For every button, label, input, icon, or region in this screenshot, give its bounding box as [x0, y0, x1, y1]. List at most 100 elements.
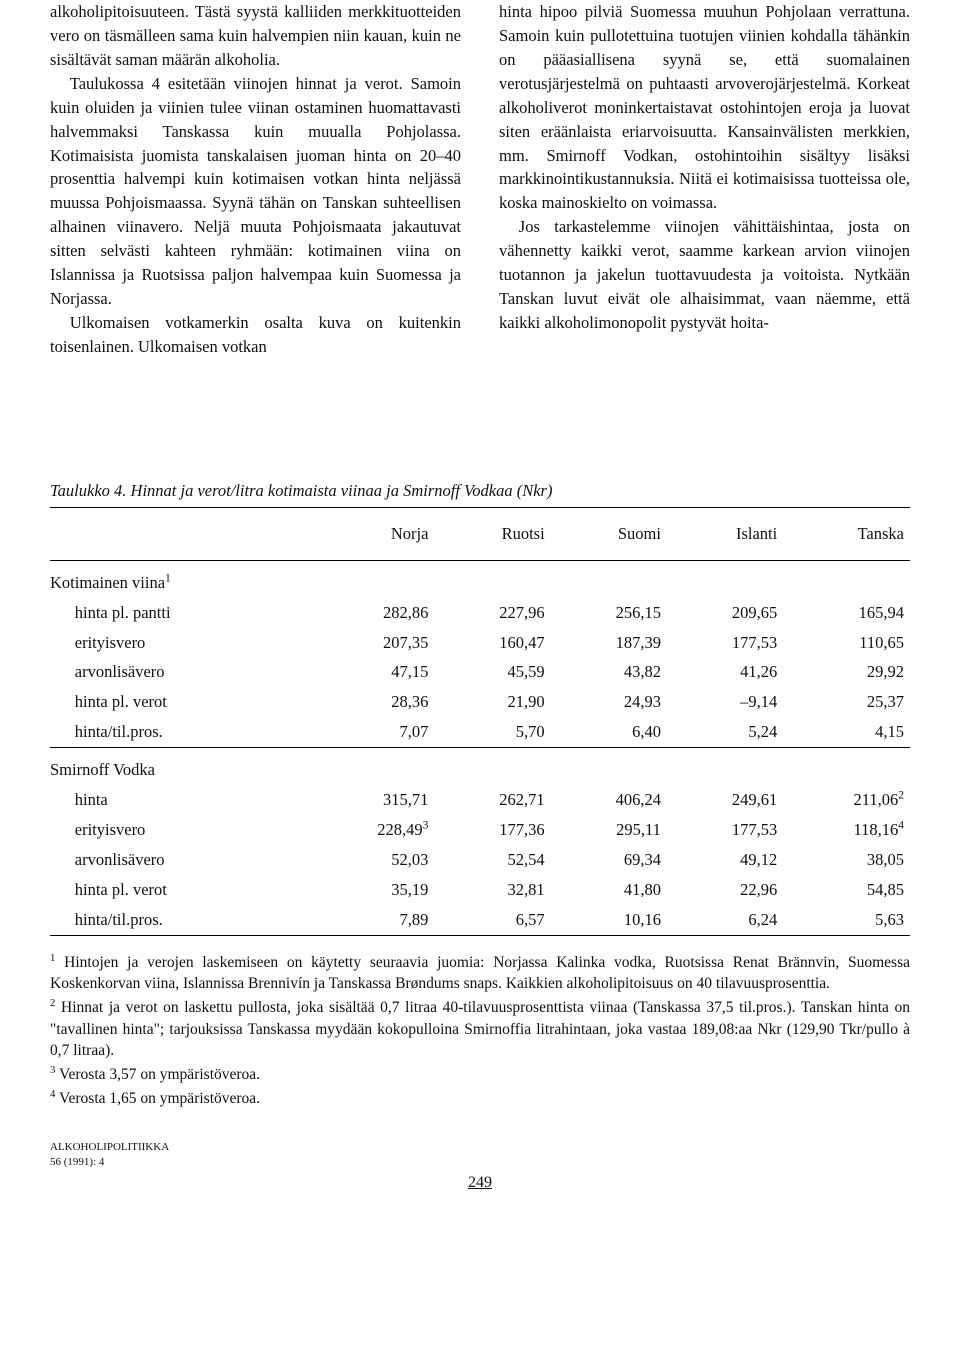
cell: 45,59 — [434, 657, 550, 687]
cell: 28,36 — [306, 687, 434, 717]
journal-name: ALKOHOLIPOLITIIKKA — [50, 1141, 169, 1153]
cell: 7,07 — [306, 717, 434, 747]
cell: 177,53 — [667, 815, 783, 845]
section-label: Kotimainen viina1 — [50, 560, 910, 597]
column-right: hinta hipoo pilviä Suomessa muuhun Pohjo… — [499, 0, 910, 359]
cell: 6,57 — [434, 905, 550, 935]
row-label: erityisvero — [50, 815, 306, 845]
cell: 282,86 — [306, 598, 434, 628]
table-row: hinta pl. verot28,3621,9024,93–9,1425,37 — [50, 687, 910, 717]
cell: 177,36 — [434, 815, 550, 845]
cell: 211,062 — [783, 785, 910, 815]
table-row: hinta/til.pros.7,075,706,405,244,15 — [50, 717, 910, 747]
cell: 227,96 — [434, 598, 550, 628]
table-row: erityisvero228,493177,36295,11177,53118,… — [50, 815, 910, 845]
table-4-block: Taulukko 4. Hinnat ja verot/litra kotima… — [50, 479, 910, 1110]
cell: 187,39 — [551, 628, 667, 658]
journal-issue: 56 (1991): 4 — [50, 1155, 169, 1171]
cell: 49,12 — [667, 845, 783, 875]
cell: 41,80 — [551, 875, 667, 905]
column-left: alkoholipitoisuuteen. Tästä syystä kalli… — [50, 0, 461, 359]
page-number: 249 — [468, 1171, 492, 1194]
cell: 295,11 — [551, 815, 667, 845]
table-caption: Taulukko 4. Hinnat ja verot/litra kotima… — [50, 479, 910, 503]
cell: 43,82 — [551, 657, 667, 687]
cell: 207,35 — [306, 628, 434, 658]
table-row: hinta pl. verot35,1932,8141,8022,9654,85 — [50, 875, 910, 905]
paragraph: Ulkomaisen votkamerkin osalta kuva on ku… — [50, 311, 461, 359]
cell: 41,26 — [667, 657, 783, 687]
two-column-text: alkoholipitoisuuteen. Tästä syystä kalli… — [50, 0, 910, 359]
table-body: Kotimainen viina1hinta pl. pantti282,862… — [50, 560, 910, 935]
col-header: Norja — [306, 507, 434, 560]
cell: 406,24 — [551, 785, 667, 815]
paragraph: Taulukossa 4 esitetään viinojen hinnat j… — [50, 72, 461, 311]
row-label: hinta/til.pros. — [50, 717, 306, 747]
col-header: Suomi — [551, 507, 667, 560]
table-row: erityisvero207,35160,47187,39177,53110,6… — [50, 628, 910, 658]
row-label: arvonlisävero — [50, 845, 306, 875]
cell: 6,40 — [551, 717, 667, 747]
cell: 5,63 — [783, 905, 910, 935]
cell: 21,90 — [434, 687, 550, 717]
cell: 47,15 — [306, 657, 434, 687]
footnote: 3 Verosta 3,57 on ympäristöveroa. — [50, 1064, 910, 1086]
col-header: Ruotsi — [434, 507, 550, 560]
table-row: arvonlisävero52,0352,5469,3449,1238,05 — [50, 845, 910, 875]
footnote: 4 Verosta 1,65 on ympäristöveroa. — [50, 1088, 910, 1110]
cell: 209,65 — [667, 598, 783, 628]
row-label: hinta pl. verot — [50, 687, 306, 717]
cell: 118,164 — [783, 815, 910, 845]
cell: 110,65 — [783, 628, 910, 658]
cell: 52,03 — [306, 845, 434, 875]
table-header-row: Norja Ruotsi Suomi Islanti Tanska — [50, 507, 910, 560]
cell: 5,70 — [434, 717, 550, 747]
cell: 228,493 — [306, 815, 434, 845]
col-header: Islanti — [667, 507, 783, 560]
cell: 69,34 — [551, 845, 667, 875]
table-row: arvonlisävero47,1545,5943,8241,2629,92 — [50, 657, 910, 687]
table-caption-text: Hinnat ja verot/litra kotimaista viinaa … — [126, 481, 552, 500]
paragraph: Jos tarkastelemme viinojen vähittäishint… — [499, 215, 910, 335]
cell: 54,85 — [783, 875, 910, 905]
cell: –9,14 — [667, 687, 783, 717]
cell: 177,53 — [667, 628, 783, 658]
table-row: hinta pl. pantti282,86227,96256,15209,65… — [50, 598, 910, 628]
table-footnotes: 1 Hintojen ja verojen laskemiseen on käy… — [50, 952, 910, 1110]
cell: 38,05 — [783, 845, 910, 875]
row-label: erityisvero — [50, 628, 306, 658]
row-label: hinta pl. verot — [50, 875, 306, 905]
cell: 25,37 — [783, 687, 910, 717]
page-footer: ALKOHOLIPOLITIIKKA 56 (1991): 4 249 — [50, 1140, 910, 1164]
cell: 5,24 — [667, 717, 783, 747]
journal-ref: ALKOHOLIPOLITIIKKA 56 (1991): 4 — [50, 1140, 169, 1172]
footnote: 2 Hinnat ja verot on laskettu pullosta, … — [50, 997, 910, 1062]
table-section-header: Smirnoff Vodka — [50, 748, 910, 785]
cell: 52,54 — [434, 845, 550, 875]
section-label: Smirnoff Vodka — [50, 748, 910, 785]
cell: 7,89 — [306, 905, 434, 935]
cell: 10,16 — [551, 905, 667, 935]
table-row: hinta315,71262,71406,24249,61211,062 — [50, 785, 910, 815]
row-label: hinta — [50, 785, 306, 815]
cell: 29,92 — [783, 657, 910, 687]
cell: 165,94 — [783, 598, 910, 628]
cell: 160,47 — [434, 628, 550, 658]
col-header — [50, 507, 306, 560]
cell: 6,24 — [667, 905, 783, 935]
cell: 35,19 — [306, 875, 434, 905]
cell: 32,81 — [434, 875, 550, 905]
cell: 256,15 — [551, 598, 667, 628]
paragraph: hinta hipoo pilviä Suomessa muuhun Pohjo… — [499, 0, 910, 215]
footnote: 1 Hintojen ja verojen laskemiseen on käy… — [50, 952, 910, 995]
paragraph: alkoholipitoisuuteen. Tästä syystä kalli… — [50, 0, 461, 72]
table-4: Norja Ruotsi Suomi Islanti Tanska Kotima… — [50, 507, 910, 936]
row-label: arvonlisävero — [50, 657, 306, 687]
cell: 315,71 — [306, 785, 434, 815]
cell: 4,15 — [783, 717, 910, 747]
cell: 24,93 — [551, 687, 667, 717]
table-number: Taulukko 4. — [50, 481, 126, 500]
cell: 262,71 — [434, 785, 550, 815]
cell: 22,96 — [667, 875, 783, 905]
row-label: hinta pl. pantti — [50, 598, 306, 628]
